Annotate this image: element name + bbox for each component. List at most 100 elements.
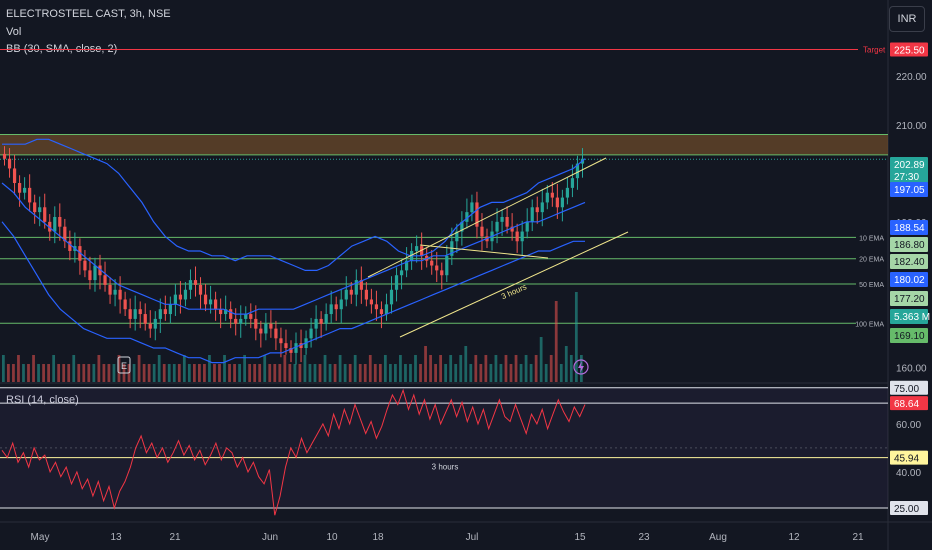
- candle-body: [334, 304, 338, 310]
- candle-body: [188, 280, 193, 290]
- candle-body: [168, 304, 172, 315]
- volume-bar: [449, 355, 453, 382]
- price-label-value: 182.40: [894, 257, 925, 268]
- rsi-level-value: 75.00: [894, 384, 919, 395]
- volume-bar: [278, 364, 282, 382]
- rsi-tick-label: 40.00: [896, 468, 921, 479]
- volume-bar: [203, 364, 206, 382]
- time-tick-label: 10: [326, 532, 338, 543]
- bollinger-bands-label[interactable]: BB (30, SMA, close, 2): [6, 43, 118, 55]
- volume-bar: [112, 364, 116, 382]
- volume-bar: [142, 364, 146, 382]
- candle-body: [239, 318, 243, 324]
- candle-body: [108, 284, 112, 295]
- price-label-value: 186.80: [894, 240, 925, 251]
- candle-body: [570, 178, 575, 188]
- time-tick-label: Jun: [262, 532, 278, 543]
- candle-body: [575, 163, 580, 179]
- candle-body: [229, 309, 233, 319]
- candle-body: [264, 323, 268, 334]
- volume-bar: [363, 364, 367, 382]
- volume-bar: [489, 364, 493, 382]
- candle-body: [103, 275, 107, 285]
- volume-bar: [554, 301, 558, 382]
- time-tick-label: Jul: [466, 532, 479, 543]
- candle-body: [319, 318, 323, 324]
- volume-bar: [409, 364, 412, 382]
- bb-upper-band: [2, 138, 586, 271]
- volume-bar: [132, 364, 136, 382]
- volume-bar: [293, 364, 297, 382]
- candle-body: [329, 304, 333, 315]
- volume-bar: [137, 355, 141, 382]
- candle-body: [198, 284, 203, 295]
- candle-body: [550, 192, 554, 198]
- volume-bar: [192, 364, 196, 382]
- rsi-level-value: 45.94: [894, 454, 919, 465]
- volume-bar: [147, 364, 151, 382]
- candle-body: [23, 187, 27, 193]
- time-tick-label: 13: [110, 532, 122, 543]
- volume-bar: [288, 364, 292, 382]
- volume-bar: [107, 364, 111, 382]
- target-value-box: [890, 42, 928, 57]
- rsi-annotation: 3 hours: [432, 463, 459, 472]
- rsi-tick-label: 60.00: [896, 420, 921, 431]
- volume-bar: [7, 364, 10, 382]
- candle-body: [203, 294, 208, 305]
- candle-body: [430, 260, 434, 266]
- volume-bar: [218, 364, 221, 382]
- volume-bar: [172, 364, 176, 382]
- time-tick-label: Aug: [709, 532, 727, 543]
- candle-body: [475, 202, 479, 227]
- candle-body: [510, 226, 514, 232]
- candle-body: [158, 309, 162, 319]
- volume-bar: [429, 355, 432, 382]
- volume-bar: [213, 364, 216, 382]
- volume-bar: [368, 355, 372, 382]
- volume-bar: [404, 364, 407, 382]
- volume-bar: [313, 364, 317, 382]
- volume-bar: [248, 364, 252, 382]
- currency-button[interactable]: INR: [889, 6, 925, 32]
- volume-bar: [549, 355, 553, 382]
- volume-bar: [544, 364, 548, 382]
- candle-body: [12, 168, 17, 184]
- price-label-value: 169.10: [894, 331, 925, 342]
- dividend-lightning-icon: [573, 359, 589, 375]
- volume-bar: [167, 364, 171, 382]
- volume-bar: [534, 355, 538, 382]
- rsi-line: [1, 388, 586, 516]
- volume-bar: [233, 364, 236, 382]
- candle-body: [178, 294, 183, 300]
- candle-body: [505, 216, 509, 227]
- ema-level-label: 100 EMA: [855, 321, 884, 328]
- candle-body: [133, 309, 137, 319]
- volume-bar: [152, 364, 156, 382]
- volume-indicator-label[interactable]: Vol: [6, 26, 22, 38]
- candle-body: [28, 187, 32, 203]
- volume-bar: [253, 364, 257, 382]
- candle-body: [530, 207, 534, 222]
- volume-bar: [102, 364, 106, 382]
- volume-bar: [519, 364, 523, 382]
- volume-bar: [37, 364, 40, 382]
- rsi-level-box: [890, 500, 928, 515]
- candle-body: [535, 207, 539, 213]
- volume-bar: [323, 355, 327, 382]
- candle-body: [389, 289, 394, 305]
- candle-body: [48, 221, 52, 232]
- candle-body: [455, 231, 459, 242]
- candle-body: [379, 309, 384, 315]
- candle-body: [294, 343, 298, 353]
- price-label-value: 180.02: [894, 275, 925, 286]
- candle-body: [515, 231, 519, 242]
- volume-bar: [434, 364, 437, 382]
- volume-bar: [414, 355, 417, 382]
- candle-body: [284, 343, 288, 349]
- target-label: Target: [863, 46, 886, 55]
- volume-bar: [494, 355, 498, 382]
- volume-bar: [47, 364, 50, 382]
- price-label-box: [890, 309, 928, 324]
